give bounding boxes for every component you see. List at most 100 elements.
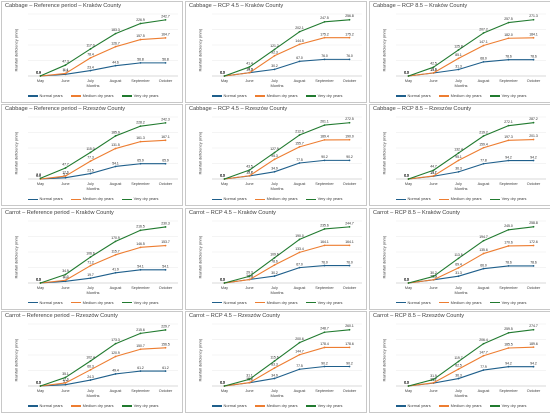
data-label: 260.1: [345, 324, 354, 328]
data-point: [139, 370, 142, 372]
data-label: 170.6: [504, 240, 513, 244]
x-tick-label: August: [110, 389, 123, 393]
data-label: 90.2: [321, 361, 328, 365]
data-label: 183.3: [111, 28, 120, 32]
data-point: [507, 331, 510, 334]
series-line: [224, 329, 350, 387]
series-line: [408, 244, 534, 284]
chart-panel: Carrot – RCP 8.5 – Rzeszów County May June…: [369, 310, 550, 413]
legend-item: Medium dry years: [438, 300, 482, 305]
legend-swatch: [305, 198, 316, 200]
chart-title: Cabbage – RCP 4.5 – Rzeszów County: [189, 106, 288, 113]
x-axis-label: Months: [86, 186, 100, 192]
data-point: [139, 163, 142, 165]
data-label: 0.0: [220, 277, 225, 281]
data-point: [114, 355, 117, 358]
data-label: 0.0: [220, 174, 225, 178]
data-label: 94.2: [530, 361, 537, 365]
x-tick-label: June: [245, 182, 253, 186]
legend-item: Very dry years: [121, 300, 158, 305]
data-label: 172.6: [529, 240, 538, 244]
data-label: 14.5: [430, 68, 437, 72]
x-tick-label: October: [343, 182, 357, 186]
legend: Normal years Medium dry years Very dry yea…: [186, 196, 368, 201]
x-tick-label: June: [429, 286, 437, 290]
line-chart: May June July August September October 0.0 7.3 2…: [28, 13, 178, 83]
series-line: [408, 346, 534, 387]
data-label: 201.3: [529, 134, 538, 138]
legend-label: Medium dry years: [266, 402, 298, 408]
x-tick-label: August: [294, 286, 307, 290]
x-tick-label: August: [294, 79, 307, 83]
chart-title: Carrot – RCP 4.5 – Kraków County: [189, 209, 276, 216]
legend-item: Normal years: [27, 300, 63, 305]
x-tick-label: May: [221, 79, 228, 83]
y-axis-label: Rainfall deficiency (mm): [197, 235, 203, 279]
data-point: [89, 264, 92, 267]
data-point: [507, 264, 510, 267]
data-point: [457, 171, 460, 174]
chart-title: Carrot – Reference period – Kraków Count…: [5, 209, 114, 216]
data-point: [323, 244, 326, 246]
legend-item: Very dry years: [489, 300, 526, 305]
data-label: 206.4: [479, 338, 488, 342]
series-line: [40, 122, 166, 180]
series-line: [40, 244, 166, 284]
data-label: 77.5: [296, 364, 303, 368]
y-axis-label: Rainfall deficiency (mm): [13, 28, 19, 72]
data-label: 185.9: [111, 131, 120, 135]
series-line: [40, 62, 166, 77]
x-axis-label: Months: [454, 289, 468, 295]
data-label: 36.3: [455, 167, 462, 171]
data-point: [432, 169, 435, 172]
data-point: [457, 360, 460, 363]
x-tick-label: October: [343, 286, 357, 290]
x-tick-label: September: [499, 182, 518, 186]
legend-swatch: [489, 301, 500, 304]
data-point: [298, 162, 301, 165]
legend-label: Normal years: [223, 402, 247, 408]
data-label: 0.0: [404, 71, 409, 75]
data-point: [114, 240, 117, 242]
data-point: [432, 381, 435, 384]
data-label: 34.9: [62, 268, 69, 272]
legend-swatch: [70, 198, 81, 200]
data-label: 121.2: [270, 44, 279, 48]
chart-panel: Cabbage – RCP 4.5 – Kraków County May June…: [185, 1, 367, 103]
data-label: 257.5: [504, 17, 513, 21]
data-point: [114, 32, 117, 35]
data-point: [457, 49, 460, 51]
legend-label: Very dry years: [133, 93, 159, 98]
legend-item: Medium dry years: [254, 300, 298, 305]
data-point: [273, 48, 276, 51]
data-label: 235.6: [320, 223, 329, 227]
data-point: [457, 377, 460, 380]
data-label: 261.1: [320, 120, 329, 124]
legend-swatch: [438, 198, 449, 200]
x-tick-label: October: [159, 79, 173, 83]
data-point: [139, 332, 142, 335]
series-line: [40, 370, 166, 387]
x-tick-label: May: [221, 389, 228, 393]
data-point: [432, 66, 435, 69]
chart-title: Cabbage – Reference period – Rzeszów Cou…: [5, 106, 126, 113]
data-label: 197.3: [504, 135, 513, 139]
data-label: 0.0: [220, 71, 225, 75]
data-label: 67.0: [296, 262, 303, 266]
x-axis-label: Months: [270, 289, 284, 295]
data-point: [248, 175, 251, 177]
y-axis-label: Rainfall deficiency (mm): [197, 28, 203, 72]
data-point: [457, 257, 460, 259]
legend-label: Very dry years: [501, 402, 527, 408]
data-label: 0.0: [220, 71, 225, 75]
data-label: 12.6: [62, 377, 69, 381]
x-tick-label: May: [405, 79, 412, 83]
data-label: 194.7: [479, 235, 488, 239]
data-point: [89, 360, 92, 362]
series-line: [40, 19, 166, 77]
data-point: [298, 266, 301, 269]
data-label: 226.9: [136, 18, 145, 22]
data-label: 54.1: [112, 162, 119, 166]
data-label: 0.4: [36, 70, 41, 74]
data-label: 0.0: [36, 277, 41, 281]
